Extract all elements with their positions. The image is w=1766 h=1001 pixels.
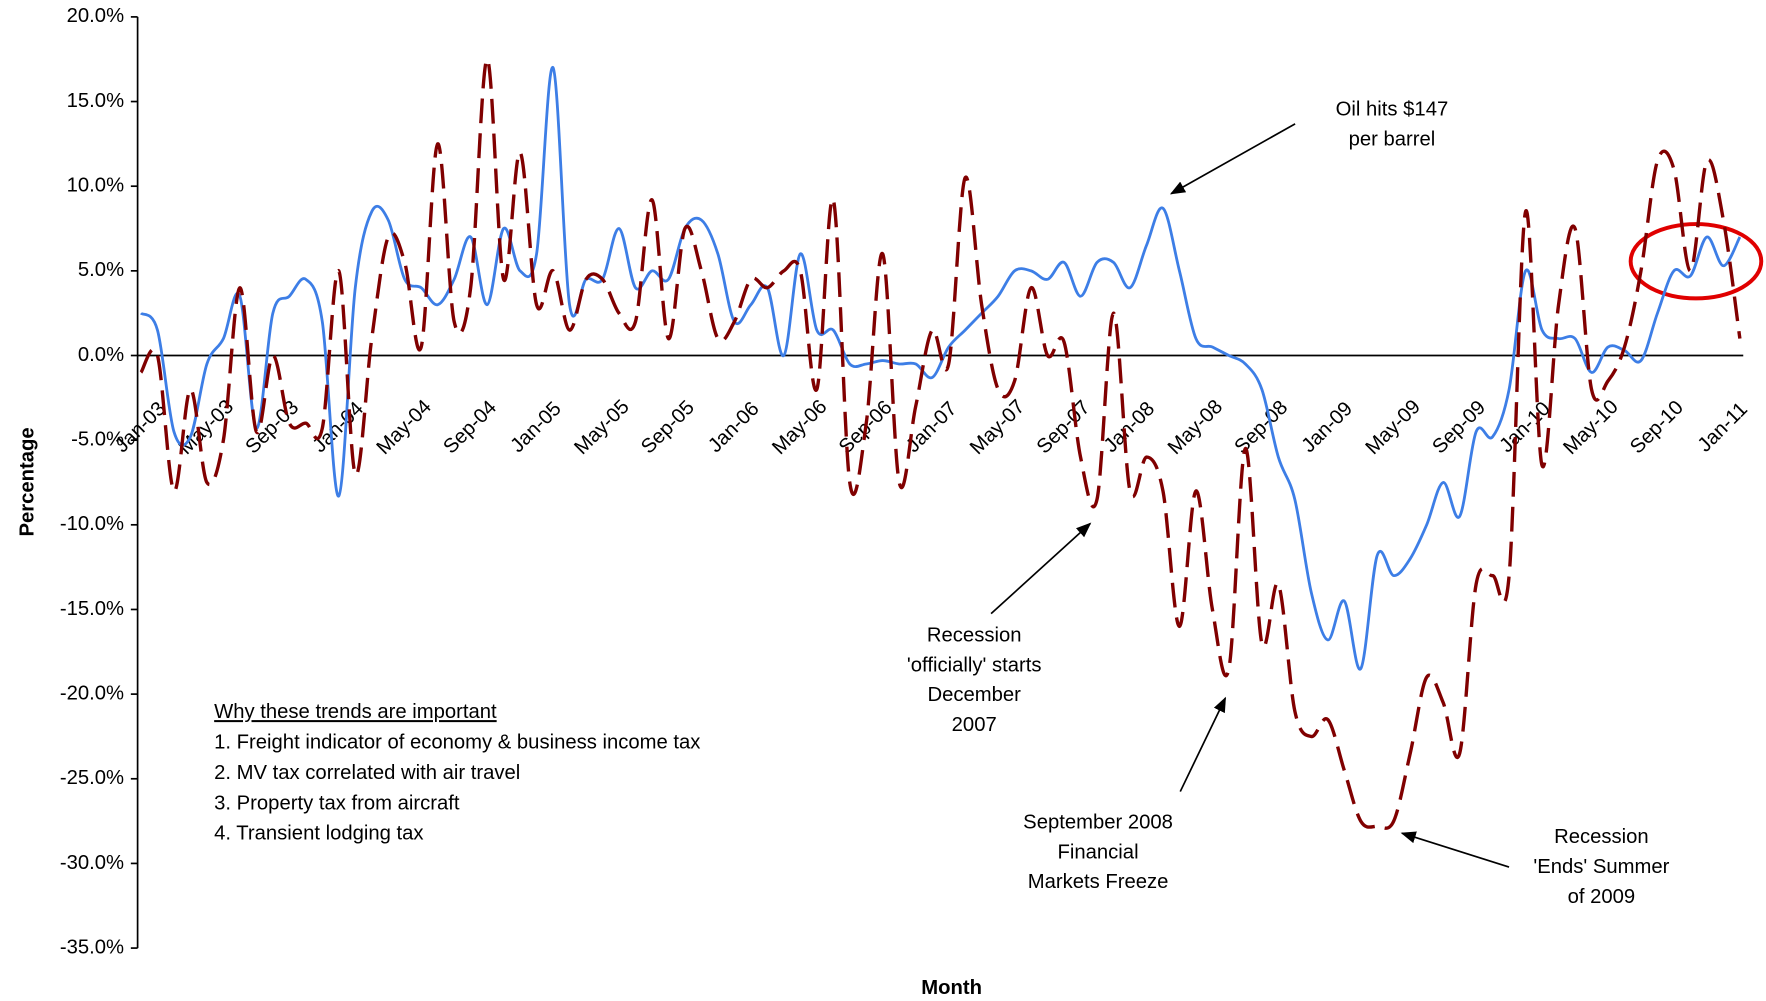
y-tick-label: 5.0% [78, 259, 124, 281]
note-item: 3. Property tax from aircraft [214, 792, 460, 814]
x-tick-label: Sep-04 [439, 397, 501, 459]
y-tick-label: 0.0% [78, 344, 124, 366]
annotation-arrow [1400, 831, 1510, 868]
x-axis-label: Month [921, 977, 982, 999]
annotation: Recession [1554, 826, 1649, 848]
x-tick-label: Sep-05 [637, 397, 699, 459]
y-tick-label: -10.0% [60, 513, 124, 535]
x-tick-label: Jan-04 [309, 398, 368, 457]
annotation: 2007 [952, 714, 997, 736]
note: Why these trends are important 1. Freigh… [214, 701, 700, 845]
x-tick-label: May-10 [1559, 396, 1622, 459]
annotation: 'officially' starts [907, 654, 1042, 676]
x-tick-label: May-04 [373, 396, 436, 459]
annotation-arrow [1179, 696, 1227, 792]
annotation-arrow [1169, 123, 1296, 195]
y-tick-label: -30.0% [60, 852, 124, 874]
y-tick-label: -25.0% [60, 767, 124, 789]
annotation: per barrel [1349, 129, 1436, 151]
annotation-arrow [990, 522, 1092, 615]
note-item: 4. Transient lodging tax [214, 823, 423, 845]
x-tick-label: Jan-11 [1694, 398, 1752, 456]
y-tick-label: -35.0% [60, 936, 124, 958]
annotation: 'Ends' Summer [1533, 856, 1669, 878]
y-tick-label: 15.0% [67, 90, 124, 112]
note-item: 1. Freight indicator of economy & busine… [214, 732, 700, 754]
series-line [139, 57, 1742, 830]
x-tick-label: Sep-08 [1231, 397, 1293, 459]
y-tick-label: -15.0% [60, 598, 124, 620]
annotation: December [927, 684, 1021, 706]
annotation: Financial [1058, 841, 1139, 863]
x-tick-label: Sep-07 [1033, 397, 1095, 459]
note-item: 2. MV tax correlated with air travel [214, 762, 520, 784]
note-title: Why these trends are important [214, 701, 497, 723]
annotation: September 2008 [1023, 811, 1173, 833]
series-line [139, 66, 1742, 671]
annotation: Recession [927, 625, 1022, 647]
x-tick-label: Jan-03 [111, 398, 170, 457]
annotation: Markets Freeze [1028, 871, 1169, 893]
x-tick-label: Jan-05 [506, 398, 565, 457]
annotation: of 2009 [1568, 886, 1636, 908]
y-tick-label: 20.0% [67, 5, 124, 27]
x-tick-label: May-06 [768, 396, 831, 459]
highlight-circle [1628, 222, 1764, 301]
x-tick-label: May-07 [966, 396, 1029, 459]
annotation: Oil hits $147 [1336, 99, 1449, 121]
y-axis-label: Percentage [17, 427, 39, 536]
x-tick-label: Jan-08 [1100, 398, 1159, 457]
x-tick-label: May-09 [1362, 396, 1425, 459]
x-tick-label: Jan-06 [704, 398, 763, 457]
y-tick-label: 10.0% [67, 175, 124, 197]
x-tick-label: Jan-09 [1298, 398, 1357, 457]
y-tick-label: -5.0% [71, 429, 124, 451]
x-tick-label: May-08 [1164, 396, 1227, 459]
x-tick-label: Sep-10 [1626, 397, 1688, 459]
x-tick-label: May-05 [570, 396, 633, 459]
y-tick-label: -20.0% [60, 682, 124, 704]
